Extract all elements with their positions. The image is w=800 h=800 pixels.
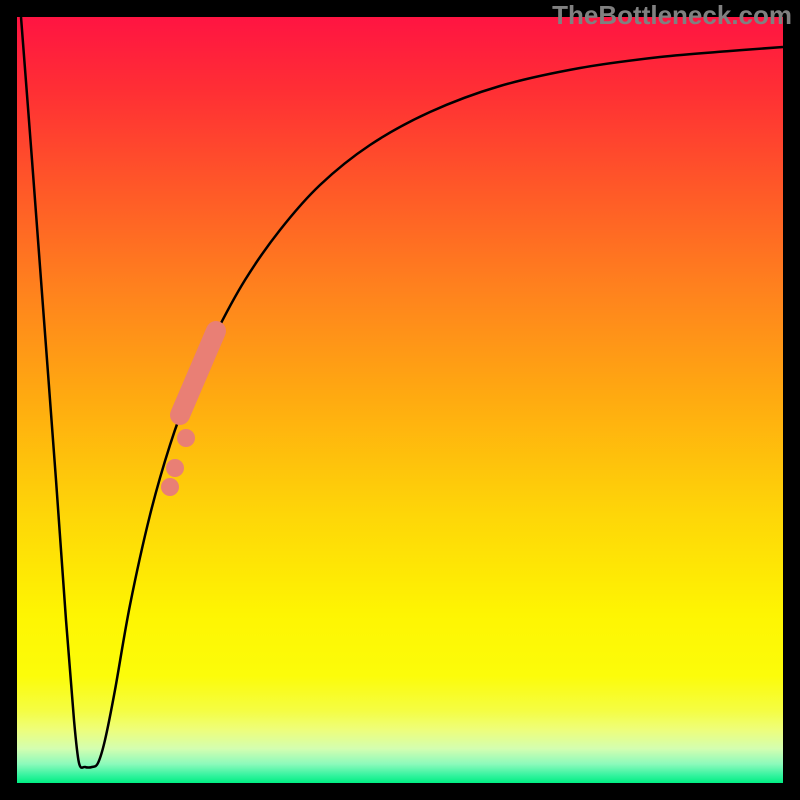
watermark-text: TheBottleneck.com bbox=[552, 0, 792, 31]
highlight-dot bbox=[161, 478, 179, 496]
bottleneck-chart bbox=[0, 0, 800, 800]
gradient-background bbox=[17, 17, 783, 783]
chart-container: TheBottleneck.com bbox=[0, 0, 800, 800]
highlight-dot bbox=[166, 459, 184, 477]
highlight-dot bbox=[177, 429, 195, 447]
